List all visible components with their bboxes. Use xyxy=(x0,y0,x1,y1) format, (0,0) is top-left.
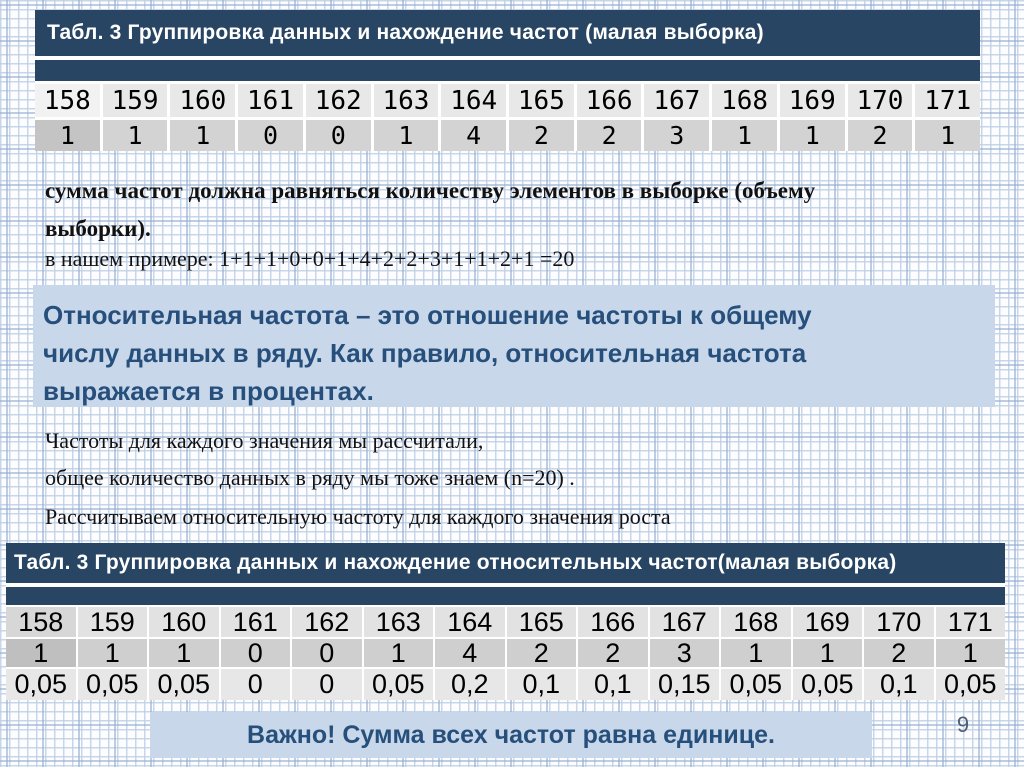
height-value-cell: 162 xyxy=(305,84,371,117)
frequency-cell: 1 xyxy=(915,120,981,151)
page-number: 9 xyxy=(956,712,970,737)
height-value-cell: 163 xyxy=(373,84,439,117)
height-value-cell: 161 xyxy=(238,84,303,117)
relative-frequency-cell: 0,05 xyxy=(77,669,147,700)
frequency-cell: 2 xyxy=(847,120,913,151)
relative-table-values-row: 158 159 160 161 162 163 164 165 166 167 168 169 170 1… xyxy=(6,607,1005,637)
relative-frequency-cell: 0,1 xyxy=(506,669,576,700)
relative-frequency-table-title: Табл. 3 Группировка данных и нахождение … xyxy=(6,543,1005,583)
height-value-cell: 161 xyxy=(220,607,290,637)
frequency-cell: 3 xyxy=(649,638,719,668)
narrative-line-2: общее количество данных в ряду мы тоже з… xyxy=(45,465,575,490)
frequency-table-values-row: 158 159 160 161 162 163 164 165 166 167 168 169 170 1… xyxy=(35,84,981,117)
frequency-cell: 1 xyxy=(363,638,433,668)
relative-frequency-cell: 0,05 xyxy=(721,669,791,700)
relative-frequency-cell: 0 xyxy=(220,669,290,700)
relative-frequency-cell: 0 xyxy=(292,669,362,700)
height-value-cell: 159 xyxy=(77,607,147,637)
relative-frequency-cell: 0,05 xyxy=(935,669,1005,700)
sum-example: в нашем примере: 1+1+1+0+0+1+4+2+2+3+1+1… xyxy=(45,246,575,271)
important-note-panel: Важно! Сумма всех частот равна единице. xyxy=(150,712,872,758)
sum-note: сумма частот должна равняться количеству… xyxy=(45,172,815,248)
height-value-cell: 171 xyxy=(935,607,1005,637)
relative-frequency-cell: 0,1 xyxy=(864,669,934,700)
relative-frequency-cell: 0,1 xyxy=(578,669,648,700)
frequency-table-title: Табл. 3 Группировка данных и нахождение … xyxy=(35,10,980,56)
relative-frequency-cell: 0,05 xyxy=(149,669,219,700)
frequency-cell: 2 xyxy=(576,120,642,151)
narrative-line-1: Частоты для каждого значения мы рассчита… xyxy=(45,428,484,453)
frequency-cell: 1 xyxy=(712,120,777,151)
relative-frequency-cell: 0,05 xyxy=(792,669,862,700)
frequency-cell: 1 xyxy=(779,120,845,151)
definition-line: Относительная частота – это отношение ча… xyxy=(43,300,812,330)
frequency-cell: 1 xyxy=(102,120,168,151)
narrative-line-3: Рассчитываем относительную частоту для к… xyxy=(45,504,671,529)
frequency-cell: 1 xyxy=(935,638,1005,668)
frequency-table: Табл. 3 Группировка данных и нахождение … xyxy=(35,10,981,151)
height-value-cell: 171 xyxy=(915,84,981,117)
frequency-cell: 1 xyxy=(77,638,147,668)
frequency-cell: 2 xyxy=(578,638,648,668)
height-value-cell: 160 xyxy=(170,84,236,117)
definition-line: числу данных в ряду. Как правило, относи… xyxy=(43,338,807,368)
frequency-cell: 1 xyxy=(6,638,76,668)
frequency-cell: 1 xyxy=(149,638,219,668)
sum-note-line: сумма частот должна равняться количеству… xyxy=(45,178,816,203)
frequency-table-header-bar xyxy=(35,60,980,81)
height-value-cell: 167 xyxy=(644,84,710,117)
frequency-cell: 4 xyxy=(441,120,507,151)
height-value-cell: 164 xyxy=(441,84,507,117)
height-value-cell: 162 xyxy=(292,607,362,637)
height-value-cell: 165 xyxy=(509,84,574,117)
height-value-cell: 170 xyxy=(847,84,913,117)
relative-frequency-cell: 0,05 xyxy=(363,669,433,700)
frequency-cell: 1 xyxy=(792,638,862,668)
frequency-cell: 4 xyxy=(435,638,505,668)
height-value-cell: 165 xyxy=(506,607,576,637)
relative-frequency-cell: 0,05 xyxy=(6,669,76,700)
important-note-text: Важно! Сумма всех частот равна единице. xyxy=(247,720,775,749)
frequency-cell: 1 xyxy=(373,120,439,151)
height-value-cell: 168 xyxy=(721,607,791,637)
height-value-cell: 170 xyxy=(864,607,934,637)
height-value-cell: 167 xyxy=(649,607,719,637)
relative-frequency-cell: 0,15 xyxy=(649,669,719,700)
frequency-cell: 0 xyxy=(220,638,290,668)
relative-frequency-cell: 0,2 xyxy=(435,669,505,700)
sum-note-line: выборки). xyxy=(45,216,151,241)
height-value-cell: 164 xyxy=(435,607,505,637)
relative-frequency-definition-panel: Относительная частота – это отношение ча… xyxy=(33,285,995,407)
frequency-cell: 1 xyxy=(35,120,100,151)
frequency-cell: 0 xyxy=(238,120,303,151)
frequency-cell: 1 xyxy=(170,120,236,151)
height-value-cell: 158 xyxy=(35,84,100,117)
height-value-cell: 169 xyxy=(792,607,862,637)
height-value-cell: 163 xyxy=(363,607,433,637)
frequency-cell: 0 xyxy=(305,120,371,151)
height-value-cell: 169 xyxy=(779,84,845,117)
height-value-cell: 168 xyxy=(712,84,777,117)
frequency-cell: 1 xyxy=(721,638,791,668)
frequency-cell: 3 xyxy=(644,120,710,151)
height-value-cell: 166 xyxy=(576,84,642,117)
relative-frequency-table: Табл. 3 Группировка данных и нахождение … xyxy=(6,543,1005,700)
height-value-cell: 160 xyxy=(149,607,219,637)
height-value-cell: 158 xyxy=(6,607,76,637)
frequency-cell: 0 xyxy=(292,638,362,668)
relative-table-relative-row: 0,05 0,05 0,05 0 0 0,05 0,2 0,1 0,1 0,15 0,05 0,05 0… xyxy=(6,669,1005,700)
definition-line: выражается в процентах. xyxy=(43,376,374,406)
frequency-cell: 2 xyxy=(864,638,934,668)
relative-frequency-table-header-bar xyxy=(6,587,1005,605)
height-value-cell: 166 xyxy=(578,607,648,637)
height-value-cell: 159 xyxy=(102,84,168,117)
frequency-cell: 2 xyxy=(509,120,574,151)
frequency-cell: 2 xyxy=(506,638,576,668)
